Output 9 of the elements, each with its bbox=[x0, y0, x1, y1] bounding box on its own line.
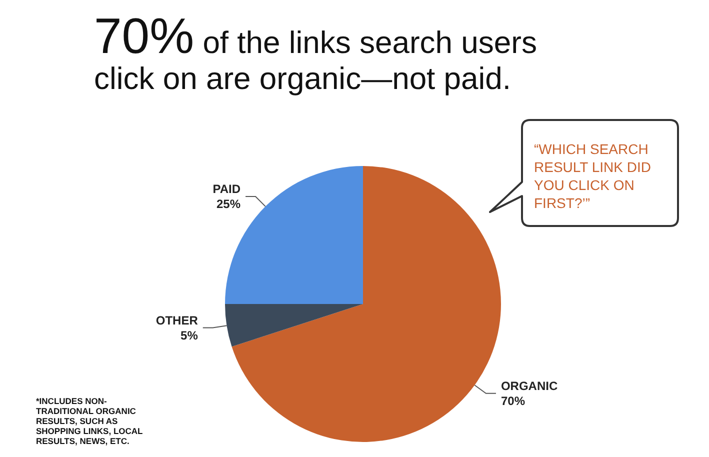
slice-label: ORGANIC bbox=[500, 378, 558, 393]
slice-label: OTHER bbox=[156, 313, 198, 328]
data-label: 70% bbox=[500, 394, 526, 408]
chart-title: 70% of the links search users click on are organic—not paid. bbox=[94, 8, 537, 96]
slice-label: PAID bbox=[212, 182, 241, 196]
data-label: 5% bbox=[180, 328, 198, 342]
text: “WHICH SEARCH RESULT LINK DID YOU CLICK ON FIRST?’” bbox=[534, 140, 652, 212]
text: *INCLUDES NON-TRADITIONAL ORGANIC RESULTS, SUCH AS SHOPPING LINKS, LOCAL RESULTS, NEWS, ETC. bbox=[36, 396, 144, 446]
data-label: 25% bbox=[216, 197, 241, 212]
